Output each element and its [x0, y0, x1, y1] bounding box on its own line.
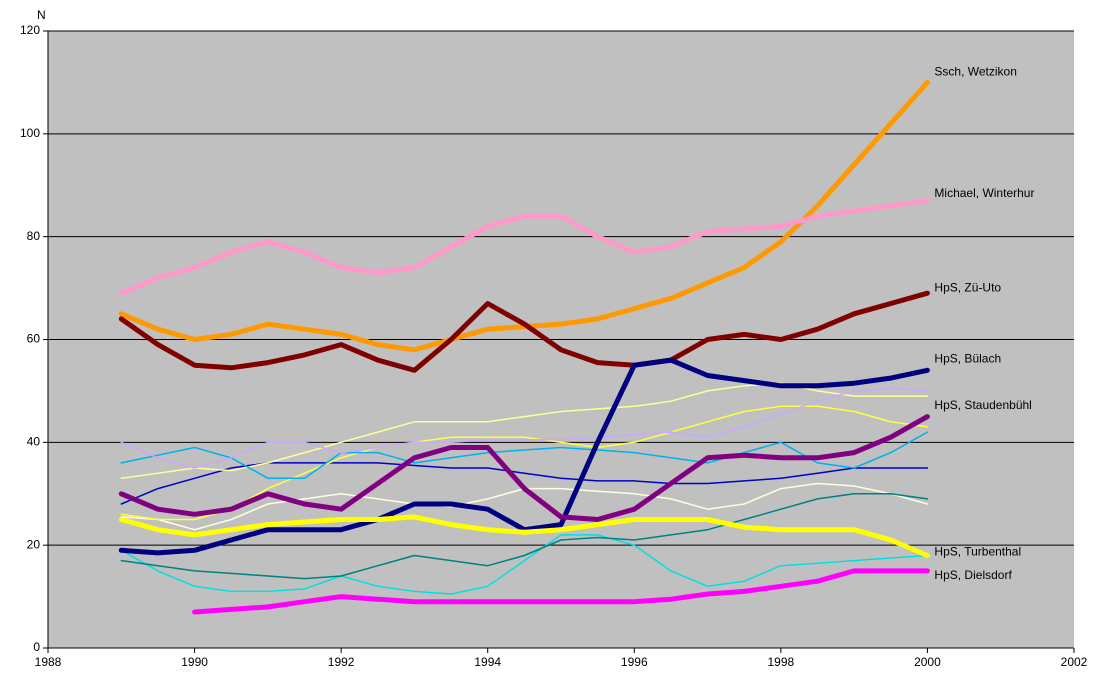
- series-line: [120, 462, 929, 505]
- series-line: [118, 414, 930, 522]
- y-tick-label: 0: [33, 640, 40, 654]
- x-tick-label: 1992: [328, 655, 355, 669]
- series-line: [120, 405, 929, 521]
- series-label: HpS, Staudenbühl: [934, 398, 1031, 412]
- x-tick-label: 2002: [1061, 655, 1088, 669]
- series-line: [120, 387, 929, 469]
- series-label: HpS, Turbenthal: [934, 545, 1021, 559]
- y-tick-label: 40: [27, 435, 41, 449]
- y-tick-label: 20: [27, 537, 41, 551]
- series-line: [118, 198, 930, 296]
- series-line: [120, 431, 929, 480]
- x-tick-label: 1990: [181, 655, 208, 669]
- y-tick-label: 100: [20, 126, 40, 140]
- y-tick-label: 120: [20, 23, 40, 37]
- series-line: [118, 290, 930, 373]
- series-label: HpS, Dielsdorf: [934, 568, 1012, 582]
- series-line: [120, 534, 929, 595]
- y-tick-label: 80: [27, 229, 41, 243]
- x-tick-label: 1996: [621, 655, 648, 669]
- y-tick-label: 60: [27, 332, 41, 346]
- x-tick-label: 2000: [914, 655, 941, 669]
- series-label: HpS, Zü-Uto: [934, 280, 1001, 294]
- x-tick-label: 1988: [35, 655, 62, 669]
- series-line: [120, 493, 929, 580]
- x-tick-label: 1994: [474, 655, 501, 669]
- series-line: [192, 568, 930, 615]
- series-label: HpS, Bülach: [934, 352, 1001, 366]
- series-line: [118, 357, 930, 556]
- series-line: [118, 514, 930, 558]
- x-tick-label: 1998: [768, 655, 795, 669]
- series-label: Michael, Winterhur: [934, 186, 1034, 200]
- y-axis-label: N: [37, 8, 46, 22]
- series-label: Ssch, Wetzikon: [934, 65, 1016, 79]
